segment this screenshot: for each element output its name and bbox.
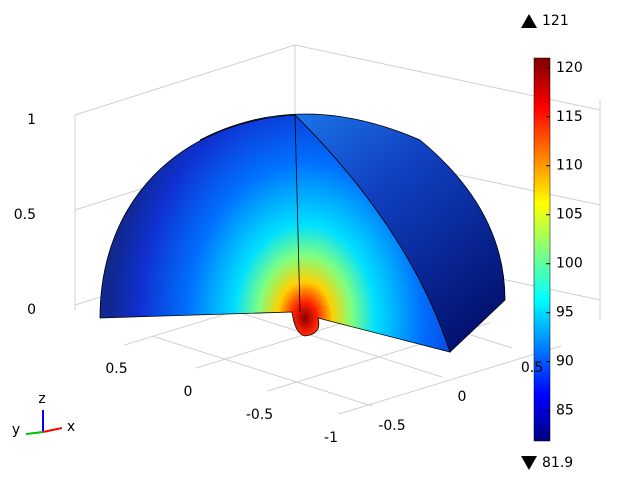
max-marker <box>521 14 537 28</box>
x-tick-label: -0.5 <box>246 407 273 423</box>
x-tick-label: 0.5 <box>105 361 127 377</box>
x-tick-label: 0 <box>184 384 193 400</box>
y-tick-label: 0.5 <box>521 360 543 376</box>
z-tick-label: 0.5 <box>14 207 36 223</box>
min-marker <box>521 456 537 470</box>
x-tick-label: -1 <box>324 430 338 446</box>
y-tick-label: -0.5 <box>378 418 405 434</box>
colorbar-tick-label: 115 <box>556 109 583 125</box>
z-tick-label: 1 <box>27 112 36 128</box>
triad-z: z <box>38 391 45 407</box>
grid-line <box>338 345 562 415</box>
colorbar-tick-label: 90 <box>556 354 574 370</box>
grid-line <box>74 44 601 116</box>
z-tick-label: 0 <box>27 302 36 318</box>
y-tick-label: 0 <box>458 389 467 405</box>
axis-triad: z x y <box>12 391 75 438</box>
max-label: 121 <box>542 13 569 29</box>
colorbar-tick-label: 110 <box>556 158 583 174</box>
colorbar-tick-label: 100 <box>556 256 583 272</box>
colorbar-tick-label: 85 <box>556 403 574 419</box>
triad-x: x <box>67 419 75 435</box>
min-label: 81.9 <box>542 455 573 471</box>
colorbar-tick-label: 120 <box>556 60 583 76</box>
triad-y: y <box>12 422 20 438</box>
colorbar-tick-label: 105 <box>556 207 583 223</box>
solution-surface <box>99 113 506 353</box>
grid-line <box>221 306 443 378</box>
grid-line <box>151 335 373 407</box>
colorbar-tick-label: 95 <box>556 305 574 321</box>
colorbar <box>533 57 551 442</box>
